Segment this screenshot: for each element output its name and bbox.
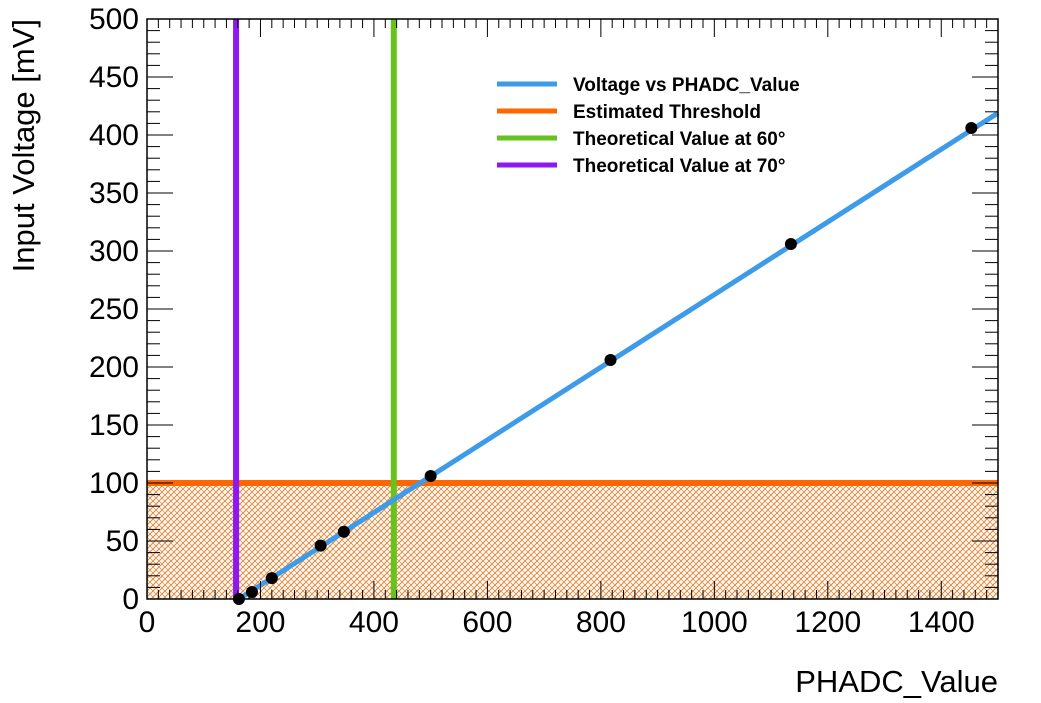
series-line-fit xyxy=(237,110,1000,602)
y-tick-label: 250 xyxy=(89,293,139,326)
y-tick-label: 300 xyxy=(89,235,139,268)
x-tick-label: 1200 xyxy=(794,606,861,639)
legend-label: Theoretical Value at 60° xyxy=(573,129,785,150)
data-point xyxy=(965,122,978,135)
y-tick-label: 500 xyxy=(89,3,139,36)
data-point xyxy=(604,354,617,367)
data-point xyxy=(424,470,437,483)
data-point xyxy=(784,238,797,251)
x-tick-label: 600 xyxy=(462,606,512,639)
data-point xyxy=(314,539,327,552)
y-tick-label: 0 xyxy=(122,583,139,616)
data-point xyxy=(245,586,258,599)
y-tick-label: 150 xyxy=(89,409,139,442)
x-tick-label: 0 xyxy=(139,606,156,639)
x-tick-label: 200 xyxy=(235,606,285,639)
legend-label: Estimated Threshold xyxy=(573,102,761,123)
y-tick-label: 50 xyxy=(106,525,139,558)
data-point xyxy=(337,525,350,538)
data-point xyxy=(265,572,278,585)
x-tick-label: 400 xyxy=(349,606,399,639)
x-axis-title: PHADC_Value xyxy=(795,664,998,698)
y-tick-label: 400 xyxy=(89,119,139,152)
legend-label: Voltage vs PHADC_Value xyxy=(573,75,800,96)
y-tick-label: 100 xyxy=(89,467,139,500)
threshold-hatched-region xyxy=(147,483,998,599)
y-tick-label: 200 xyxy=(89,351,139,384)
y-tick-label: 450 xyxy=(89,61,139,94)
y-tick-label: 350 xyxy=(89,177,139,210)
x-tick-label: 1400 xyxy=(908,606,975,639)
x-tick-label: 1000 xyxy=(681,606,748,639)
legend-label: Theoretical Value at 70° xyxy=(573,156,785,177)
y-axis-title: Input Voltage [mV] xyxy=(6,19,41,272)
x-tick-label: 800 xyxy=(576,606,626,639)
